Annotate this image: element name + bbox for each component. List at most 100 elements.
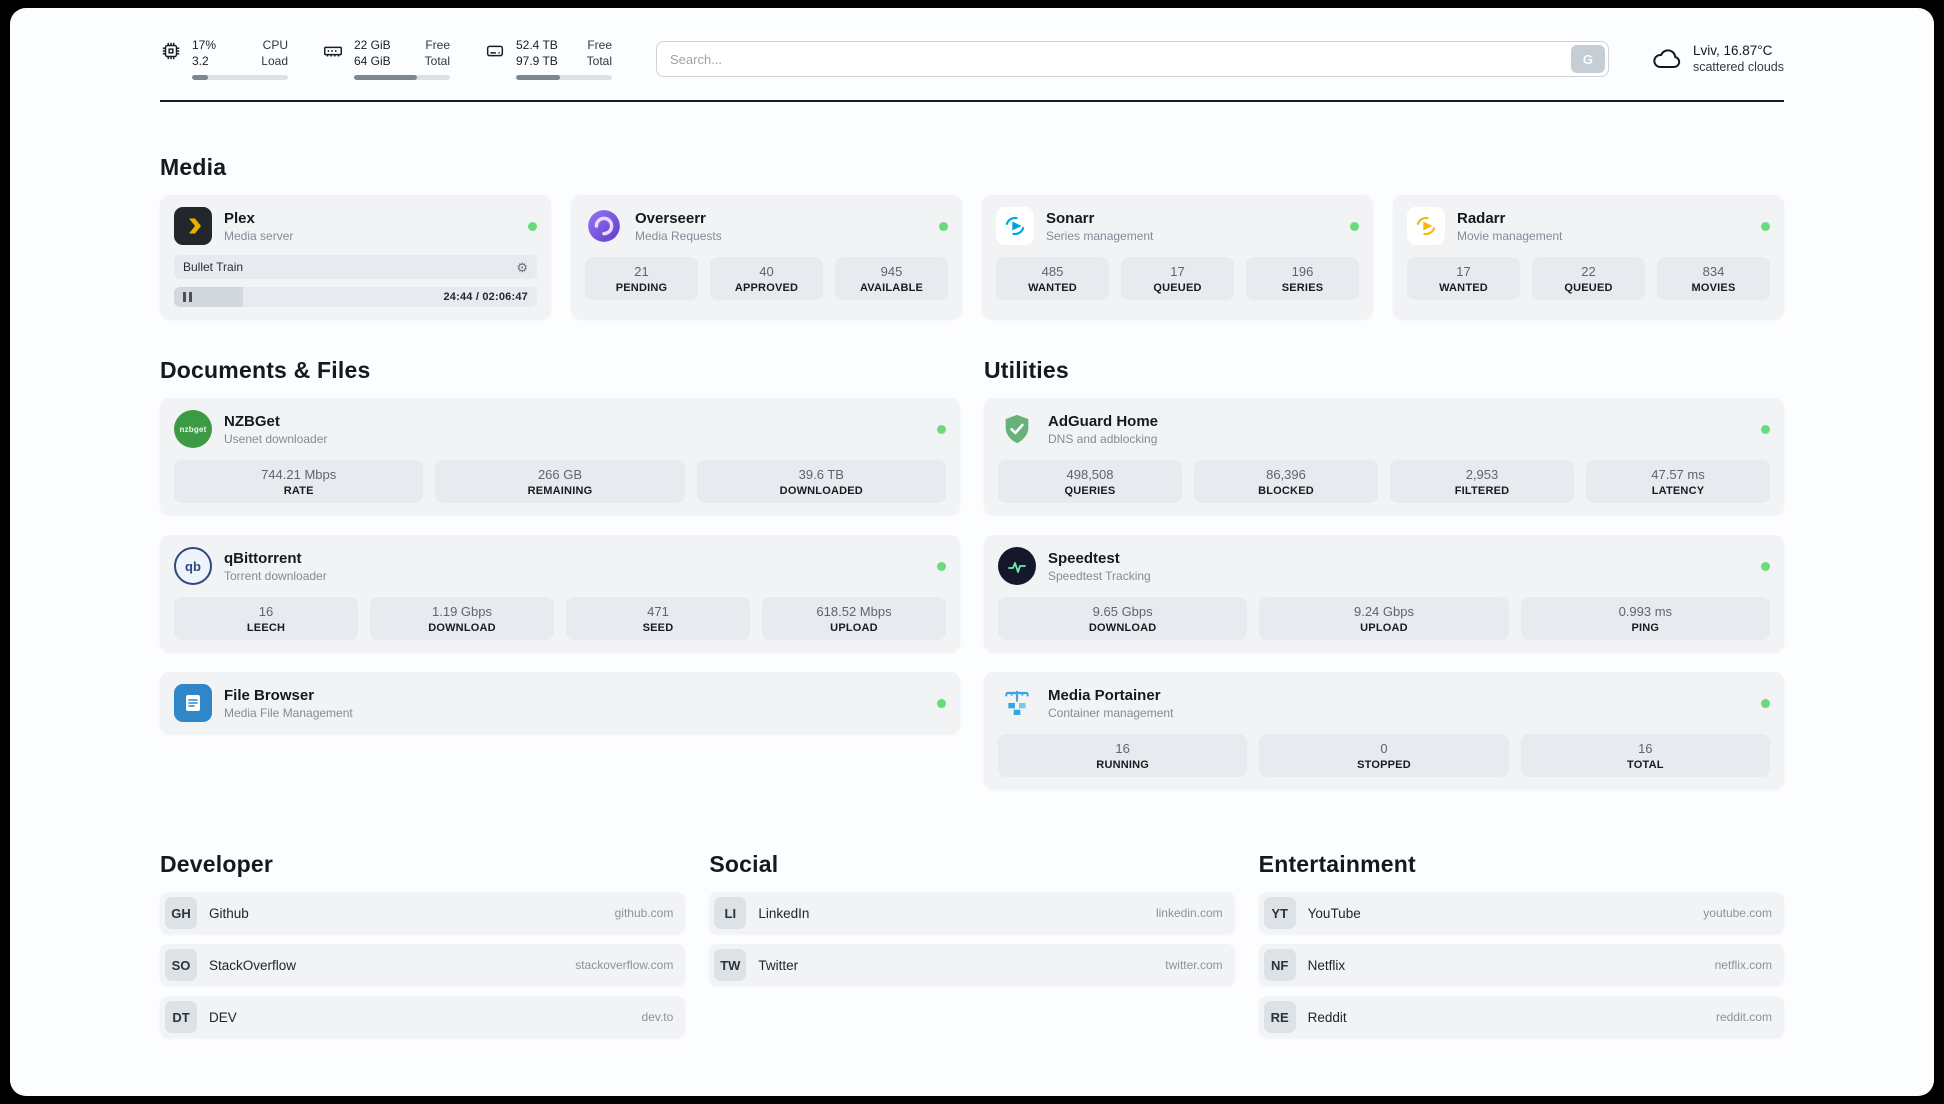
stat-upload: 9.24 Gbps UPLOAD [1259, 597, 1509, 641]
stat-seed: 471 SEED [566, 597, 750, 641]
app-subtitle: DNS and adblocking [1048, 431, 1158, 446]
stat-download: 1.19 Gbps DOWNLOAD [370, 597, 554, 641]
developer-section-title: Developer [160, 851, 274, 878]
utilities-section-title: Utilities [984, 357, 1069, 384]
app-name: Speedtest [1048, 549, 1120, 567]
radarr-icon [1407, 207, 1445, 246]
ram-total-value: 64 GiB [354, 53, 391, 68]
cpu-usage-bar [192, 75, 288, 81]
speedtest-icon [998, 547, 1036, 586]
stat-queued: 17 QUEUED [1121, 257, 1234, 301]
overseerr-icon [585, 207, 623, 245]
portainer-icon [998, 684, 1036, 722]
app-card-qbittorrent[interactable]: qb qBittorrent Torrent downloader 16 LEE… [160, 535, 960, 653]
section-documents: Documents & Files nzbget NZBGet Usenet d… [160, 357, 960, 789]
app-card-plex[interactable]: Plex Media server Bullet Train ⚙ 24:44 /… [160, 195, 551, 320]
app-subtitle: Torrent downloader [224, 568, 327, 583]
link-github[interactable]: GH Github github.com [160, 892, 686, 935]
app-name: NZBGet [224, 412, 280, 430]
stat-ping: 0.993 ms PING [1520, 597, 1770, 641]
app-name: File Browser [224, 686, 315, 704]
stat-approved: 40 APPROVED [710, 257, 823, 301]
cpu-icon [160, 40, 182, 62]
app-card-adguard[interactable]: AdGuard Home DNS and adblocking 498,508 … [984, 398, 1784, 516]
entertainment-section-title: Entertainment [1258, 851, 1416, 878]
stat-latency: 47.57 ms LATENCY [1586, 460, 1770, 504]
disk-icon [484, 40, 506, 62]
link-dev[interactable]: DT DEV dev.to [160, 996, 686, 1039]
stat-pending: 21 PENDING [585, 257, 698, 301]
ram-free-value: 22 GiB [354, 38, 391, 52]
stat-download: 9.65 Gbps DOWNLOAD [998, 597, 1248, 641]
app-card-filebrowser[interactable]: File Browser Media File Management [160, 672, 960, 735]
adguard-icon [998, 410, 1036, 448]
stat-running: 16 RUNNING [998, 734, 1248, 778]
ram-icon [322, 40, 344, 62]
stat-queued: 22 QUEUED [1532, 257, 1645, 301]
linkedin-badge-icon: LI [714, 897, 747, 930]
stat-downloaded: 39.6 TB DOWNLOADED [696, 460, 946, 504]
link-netflix[interactable]: NF Netflix netflix.com [1258, 944, 1784, 987]
ram-usage-bar [354, 75, 450, 81]
system-stats: 17% 3.2 CPU Load [160, 38, 612, 81]
stat-stopped: 0 STOPPED [1259, 734, 1509, 778]
app-name: Plex [224, 209, 255, 227]
pause-icon[interactable] [183, 292, 192, 303]
stat-filtered: 2,953 FILTERED [1390, 460, 1574, 504]
link-stackoverflow[interactable]: SO StackOverflow stackoverflow.com [160, 944, 686, 987]
section-developer: Developer GH Github github.com SO StackO… [160, 851, 686, 1039]
status-dot [937, 424, 946, 434]
disk-widget: 52.4 TB 97.9 TB Free Total [484, 38, 612, 81]
dashboard-panel: 17% 3.2 CPU Load [10, 8, 1934, 1096]
ram-values: 22 GiB 64 GiB Free Total [354, 38, 450, 69]
app-card-nzbget[interactable]: nzbget NZBGet Usenet downloader 744.21 M… [160, 398, 960, 516]
status-dot [528, 221, 537, 231]
app-card-speedtest[interactable]: Speedtest Speedtest Tracking 9.65 Gbps D… [984, 535, 1784, 653]
stackoverflow-badge-icon: SO [165, 949, 197, 982]
header-divider [160, 100, 1784, 103]
cpu-widget: 17% 3.2 CPU Load [160, 38, 288, 81]
status-dot [1761, 221, 1770, 231]
filebrowser-icon [174, 684, 212, 723]
documents-section-title: Documents & Files [160, 357, 371, 384]
search-engine-button[interactable]: G [1570, 45, 1605, 74]
status-dot [1761, 561, 1770, 571]
netflix-badge-icon: NF [1263, 949, 1296, 982]
now-playing-title: Bullet Train [183, 260, 244, 275]
status-dot [937, 561, 946, 571]
settings-icon[interactable]: ⚙ [516, 259, 528, 275]
status-dot [1350, 221, 1359, 231]
stat-leech: 16 LEECH [174, 597, 358, 641]
app-subtitle: Media Requests [635, 228, 722, 243]
stat-queries: 498,508 QUERIES [998, 460, 1182, 504]
app-card-radarr[interactable]: Radarr Movie management 17 WANTED 22 QUE… [1393, 195, 1784, 320]
ram-free-label: Free [425, 38, 450, 52]
media-section-title: Media [160, 154, 227, 181]
app-card-sonarr[interactable]: Sonarr Series management 485 WANTED 17 Q… [982, 195, 1373, 320]
link-twitter[interactable]: TW Twitter twitter.com [709, 944, 1235, 987]
weather-widget[interactable]: Lviv, 16.87°C scattered clouds [1651, 43, 1784, 75]
github-badge-icon: GH [165, 897, 197, 930]
section-utilities: Utilities AdGuard Home DNS and a [984, 357, 1784, 790]
app-card-overseerr[interactable]: Overseerr Media Requests 21 PENDING 40 A… [571, 195, 962, 320]
youtube-badge-icon: YT [1263, 897, 1296, 930]
app-subtitle: Speedtest Tracking [1048, 568, 1151, 583]
disk-values: 52.4 TB 97.9 TB Free Total [516, 38, 612, 69]
app-subtitle: Movie management [1457, 228, 1563, 243]
search-bar: G [656, 41, 1609, 78]
link-linkedin[interactable]: LI LinkedIn linkedin.com [709, 892, 1235, 935]
qbittorrent-icon: qb [174, 547, 212, 586]
section-media: Media Plex Media server Bullet Train ⚙ [160, 154, 1784, 320]
stat-rate: 744.21 Mbps RATE [174, 460, 424, 504]
weather-location: Lviv, 16.87°C [1692, 43, 1773, 59]
playback-progress-bar[interactable]: 24:44 / 02:06:47 [174, 287, 537, 308]
cpu-load-label: Load [261, 53, 288, 68]
app-name: Sonarr [1046, 209, 1095, 227]
search-input[interactable] [660, 51, 1571, 67]
app-card-portainer[interactable]: Media Portainer Container management 16 … [984, 672, 1784, 790]
cpu-load-value: 3.2 [192, 53, 209, 68]
stat-total: 16 TOTAL [1520, 734, 1770, 778]
link-youtube[interactable]: YT YouTube youtube.com [1258, 892, 1784, 935]
link-reddit[interactable]: RE Reddit reddit.com [1258, 996, 1784, 1039]
